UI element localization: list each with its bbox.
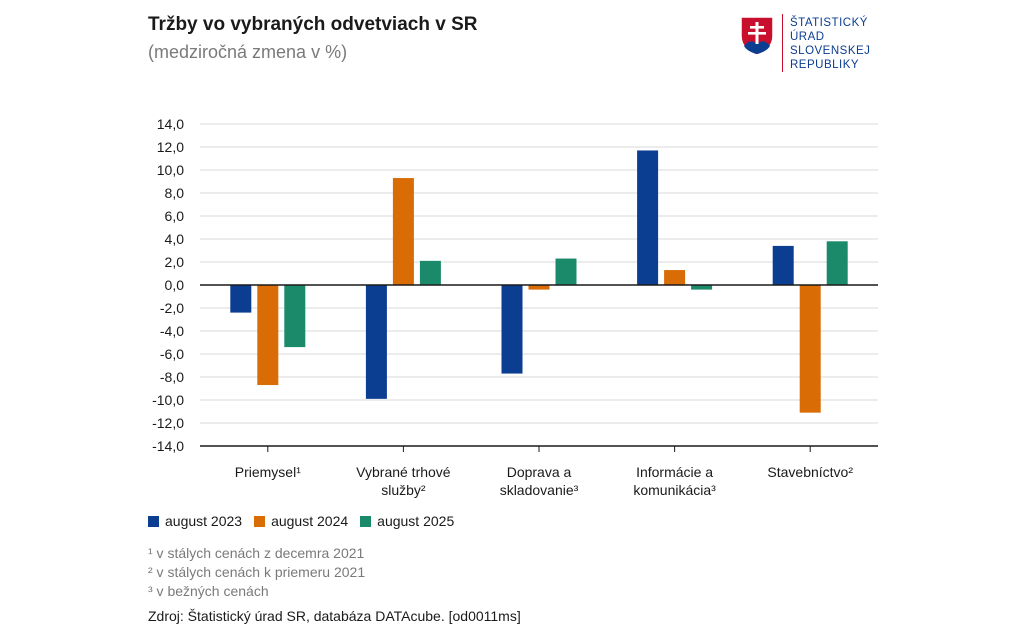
legend-label-2024: august 2024 bbox=[271, 513, 349, 529]
footnotes: ¹ v stálych cenách z decemra 2021 ² v st… bbox=[148, 544, 365, 601]
source-note: Zdroj: Štatistický úrad SR, databáza DAT… bbox=[148, 608, 521, 624]
y-tick-label: 0,0 bbox=[165, 277, 185, 293]
bar-august-2023-4 bbox=[772, 245, 794, 285]
y-tick-label: -6,0 bbox=[160, 346, 184, 362]
y-tick-label: 14,0 bbox=[157, 116, 184, 132]
logo-line-3: SLOVENSKEJ bbox=[790, 45, 871, 57]
legend-label-2025: august 2025 bbox=[377, 513, 455, 529]
logo-divider bbox=[782, 14, 783, 72]
chart-title: Tržby vo vybraných odvetviach v SR bbox=[148, 14, 478, 35]
y-tick-label: -14,0 bbox=[152, 438, 184, 454]
footnote-3: ³ v bežných cenách bbox=[148, 583, 269, 599]
legend-swatch-2023 bbox=[148, 515, 159, 527]
bar-august-2024-1 bbox=[392, 178, 414, 285]
logo-line-4: REPUBLIKY bbox=[790, 59, 860, 71]
legend-swatch-2025 bbox=[360, 515, 372, 527]
x-tick-label: Stavebníctvo² bbox=[767, 464, 853, 480]
bar-august-2024-2 bbox=[528, 285, 550, 290]
slovak-coat-of-arms-icon bbox=[740, 16, 774, 56]
bar-august-2023-3 bbox=[637, 150, 659, 285]
y-tick-label: 10,0 bbox=[157, 162, 184, 178]
y-tick-label: -2,0 bbox=[160, 300, 184, 316]
footnote-1: ¹ v stálych cenách z decemra 2021 bbox=[148, 545, 365, 561]
y-tick-label: 8,0 bbox=[165, 185, 185, 201]
y-tick-label: 6,0 bbox=[165, 208, 185, 224]
y-tick-label: -10,0 bbox=[152, 392, 184, 408]
logo-line-1: ŠTATISTICKÝ bbox=[790, 17, 868, 29]
footnote-2: ² v stálych cenách k priemeru 2021 bbox=[148, 564, 366, 580]
x-tick-label: Vybrané trhové bbox=[356, 464, 451, 480]
x-tick-label: Informácie a bbox=[636, 464, 713, 480]
x-tick-label: služby² bbox=[381, 482, 426, 498]
bar-august-2025-1 bbox=[419, 260, 441, 285]
bar-august-2025-2 bbox=[555, 258, 577, 285]
bar-august-2025-0 bbox=[284, 285, 306, 348]
y-tick-label: -4,0 bbox=[160, 323, 184, 339]
legend: august 2023 august 2024 august 2025 bbox=[148, 513, 454, 529]
legend-item-2025: august 2025 bbox=[360, 513, 454, 529]
x-tick-label: komunikácia³ bbox=[633, 482, 716, 498]
chart-subtitle: (medziročná zmena v %) bbox=[148, 42, 348, 62]
x-tick-label: skladovanie³ bbox=[500, 482, 579, 498]
x-tick-label: Doprava a bbox=[507, 464, 572, 480]
y-tick-label: 12,0 bbox=[157, 139, 184, 155]
bar-august-2025-3 bbox=[691, 285, 713, 290]
bar-august-2025-4 bbox=[826, 241, 848, 285]
bar-august-2024-4 bbox=[799, 285, 821, 413]
y-tick-label: -12,0 bbox=[152, 415, 184, 431]
legend-label-2023: august 2023 bbox=[165, 513, 243, 529]
legend-swatch-2024 bbox=[254, 515, 266, 527]
bar-august-2024-3 bbox=[664, 270, 686, 285]
bar-august-2023-1 bbox=[365, 285, 387, 399]
bar-august-2024-0 bbox=[257, 285, 279, 386]
legend-item-2023: august 2023 bbox=[148, 513, 242, 529]
y-tick-label: 2,0 bbox=[165, 254, 185, 270]
bar-august-2023-0 bbox=[230, 285, 252, 313]
bar-august-2023-2 bbox=[501, 285, 523, 374]
logo-text: ŠTATISTICKÝ ÚRAD SLOVENSKEJ REPUBLIKY bbox=[790, 16, 870, 72]
logo-line-2: ÚRAD bbox=[790, 31, 825, 43]
x-tick-label: Priemysel¹ bbox=[235, 464, 301, 480]
y-tick-label: -8,0 bbox=[160, 369, 184, 385]
statistical-office-logo: ŠTATISTICKÝ ÚRAD SLOVENSKEJ REPUBLIKY bbox=[740, 14, 890, 74]
y-tick-label: 4,0 bbox=[165, 231, 185, 247]
legend-item-2024: august 2024 bbox=[254, 513, 348, 529]
